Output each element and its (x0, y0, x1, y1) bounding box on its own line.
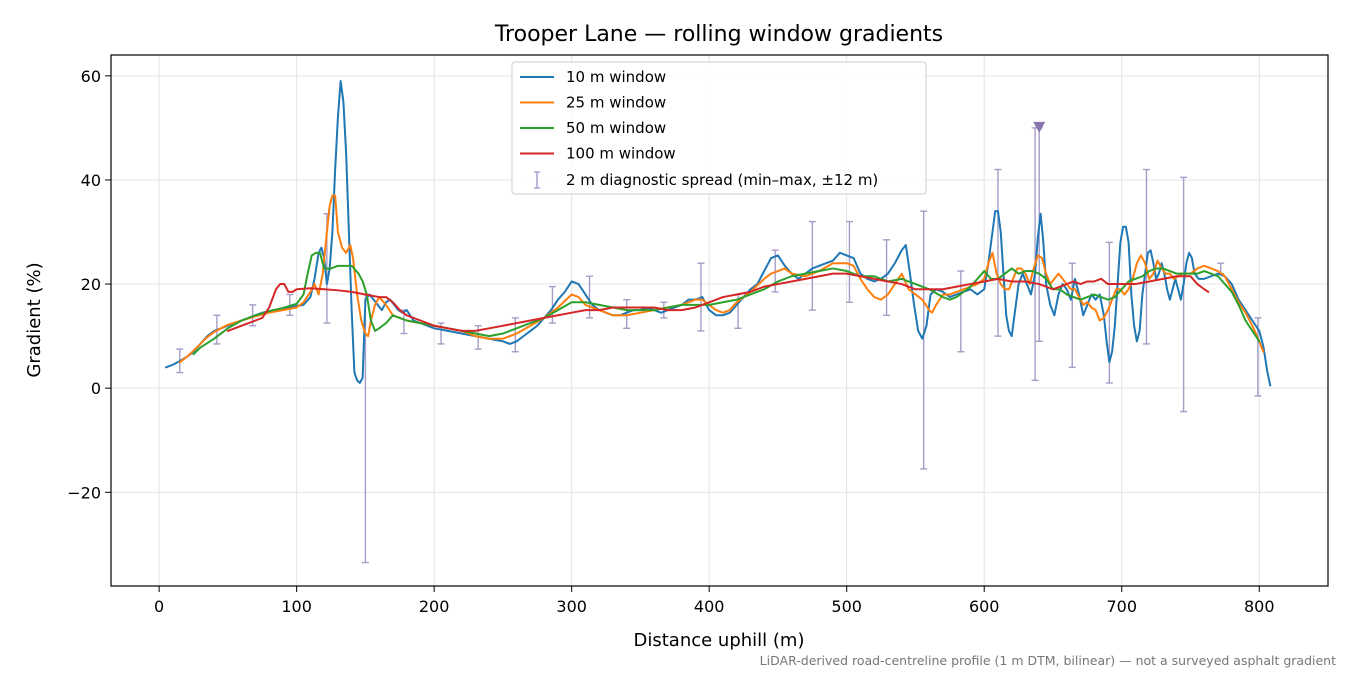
errorbar (883, 239, 891, 316)
legend-box (511, 61, 927, 195)
x-tick-label: 0 (154, 597, 164, 616)
series-line-1 (165, 80, 1272, 387)
x-tick-label: 600 (969, 597, 1000, 616)
y-tick-label: −20 (67, 483, 101, 502)
errorbar (994, 168, 1002, 337)
x-tick-label: 700 (1106, 597, 1137, 616)
x-tick-label: 100 (281, 597, 312, 616)
x-axis-label: Distance uphill (m) (634, 630, 805, 651)
legend-label: 100 m window (566, 145, 676, 163)
errorbar (1254, 317, 1262, 397)
legend-label: 10 m window (566, 68, 666, 86)
legend-label: 2 m diagnostic spread (min–max, ±12 m) (566, 171, 878, 189)
x-axis-ticks: 0 100 200 300 400 500 600 700 800 (154, 586, 1275, 616)
errorbar (1068, 262, 1076, 369)
x-tick-label: 500 (831, 597, 862, 616)
footnote: LiDAR-derived road-centreline profile (1… (760, 653, 1336, 668)
y-axis-label: Gradient (%) (24, 262, 45, 377)
x-tick-label: 200 (419, 597, 450, 616)
errorbar (957, 270, 965, 353)
peak-marker (1033, 121, 1046, 133)
x-tick-label: 800 (1244, 597, 1275, 616)
legend-label: 25 m window (566, 94, 666, 112)
chart-title: Trooper Lane — rolling window gradients (494, 22, 943, 47)
marker-layer (1033, 121, 1046, 133)
series-layer (165, 80, 1272, 387)
legend: 10 m window 25 m window 50 m window 100 m w… (511, 61, 927, 195)
plot-frame (110, 54, 1329, 587)
series-line-4 (226, 272, 1210, 332)
y-tick-label: 20 (81, 275, 101, 294)
errorbar (1180, 176, 1188, 413)
x-tick-label: 400 (694, 597, 725, 616)
y-tick-label: 60 (81, 67, 101, 86)
y-axis-ticks: −20 0 20 40 60 (67, 67, 111, 502)
y-tick-label: 0 (91, 379, 101, 398)
series-line-3 (192, 251, 1261, 356)
errorbar (808, 220, 816, 311)
x-tick-label: 300 (556, 597, 587, 616)
errorbar (623, 298, 631, 330)
y-tick-label: 40 (81, 171, 101, 190)
legend-label: 50 m window (566, 119, 666, 137)
errorbar (920, 210, 928, 470)
errorbar (845, 220, 853, 303)
